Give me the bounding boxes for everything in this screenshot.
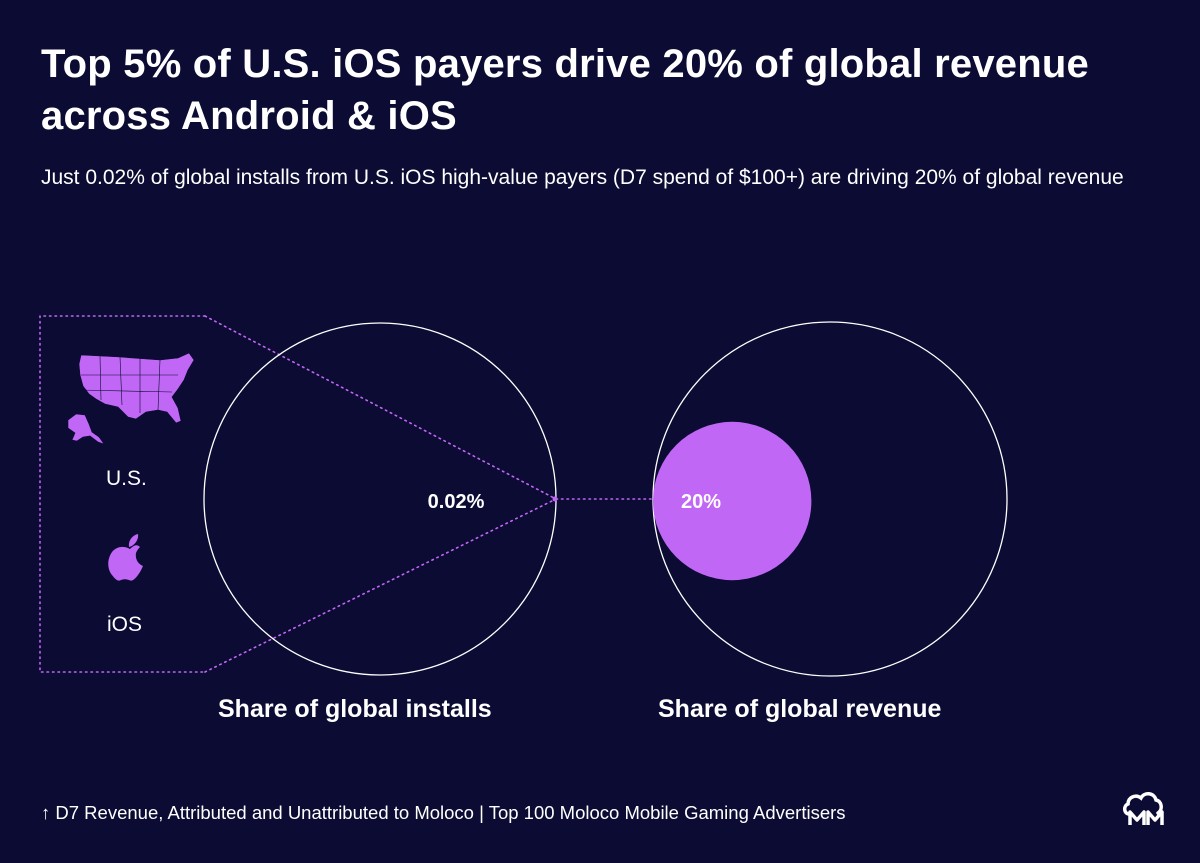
installs-share-mark xyxy=(552,496,558,502)
us-map-icon xyxy=(67,352,195,445)
revenue-share-circle xyxy=(653,421,812,581)
revenue-value-label: 20% xyxy=(681,491,721,513)
country-label: U.S. xyxy=(106,467,147,490)
installs-value-label: 0.02% xyxy=(428,491,485,513)
apple-icon xyxy=(108,534,143,581)
installs-caption: Share of global installs xyxy=(218,695,492,723)
segment-bracket xyxy=(39,315,557,673)
revenue-caption: Share of global revenue xyxy=(658,695,942,723)
platform-label: iOS xyxy=(107,613,143,636)
page-title: Top 5% of U.S. iOS payers drive 20% of g… xyxy=(41,42,1089,138)
moloco-logo-icon xyxy=(1123,792,1164,825)
revenue-total-circle xyxy=(652,321,1008,677)
footnote: ↑ D7 Revenue, Attributed and Unattribute… xyxy=(41,802,846,823)
installs-total-circle xyxy=(203,322,557,676)
page-subtitle: Just 0.02% of global installs from U.S. … xyxy=(41,166,1124,189)
